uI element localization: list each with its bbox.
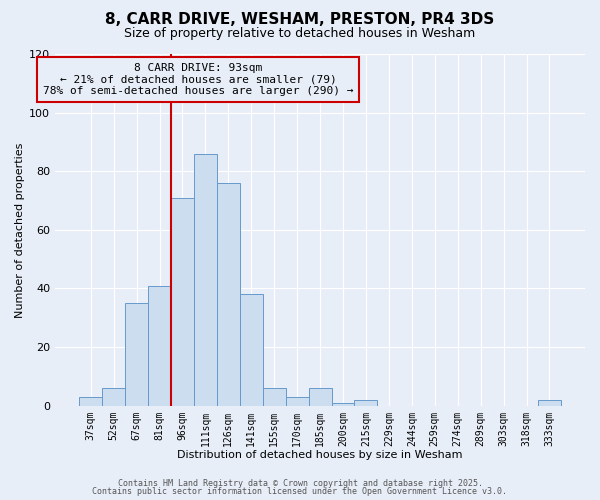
Bar — [240, 294, 263, 406]
Bar — [79, 397, 102, 406]
Bar — [217, 183, 240, 406]
Text: Contains public sector information licensed under the Open Government Licence v3: Contains public sector information licen… — [92, 487, 508, 496]
Y-axis label: Number of detached properties: Number of detached properties — [15, 142, 25, 318]
Bar — [308, 388, 332, 406]
Text: Contains HM Land Registry data © Crown copyright and database right 2025.: Contains HM Land Registry data © Crown c… — [118, 478, 482, 488]
Bar — [332, 403, 355, 406]
Text: Size of property relative to detached houses in Wesham: Size of property relative to detached ho… — [124, 28, 476, 40]
Bar — [125, 303, 148, 406]
X-axis label: Distribution of detached houses by size in Wesham: Distribution of detached houses by size … — [178, 450, 463, 460]
Bar — [538, 400, 561, 406]
Bar — [171, 198, 194, 406]
Bar — [102, 388, 125, 406]
Bar — [355, 400, 377, 406]
Bar — [148, 286, 171, 406]
Bar — [194, 154, 217, 406]
Text: 8, CARR DRIVE, WESHAM, PRESTON, PR4 3DS: 8, CARR DRIVE, WESHAM, PRESTON, PR4 3DS — [106, 12, 494, 28]
Text: 8 CARR DRIVE: 93sqm
← 21% of detached houses are smaller (79)
78% of semi-detach: 8 CARR DRIVE: 93sqm ← 21% of detached ho… — [43, 63, 353, 96]
Bar — [286, 397, 308, 406]
Bar — [263, 388, 286, 406]
